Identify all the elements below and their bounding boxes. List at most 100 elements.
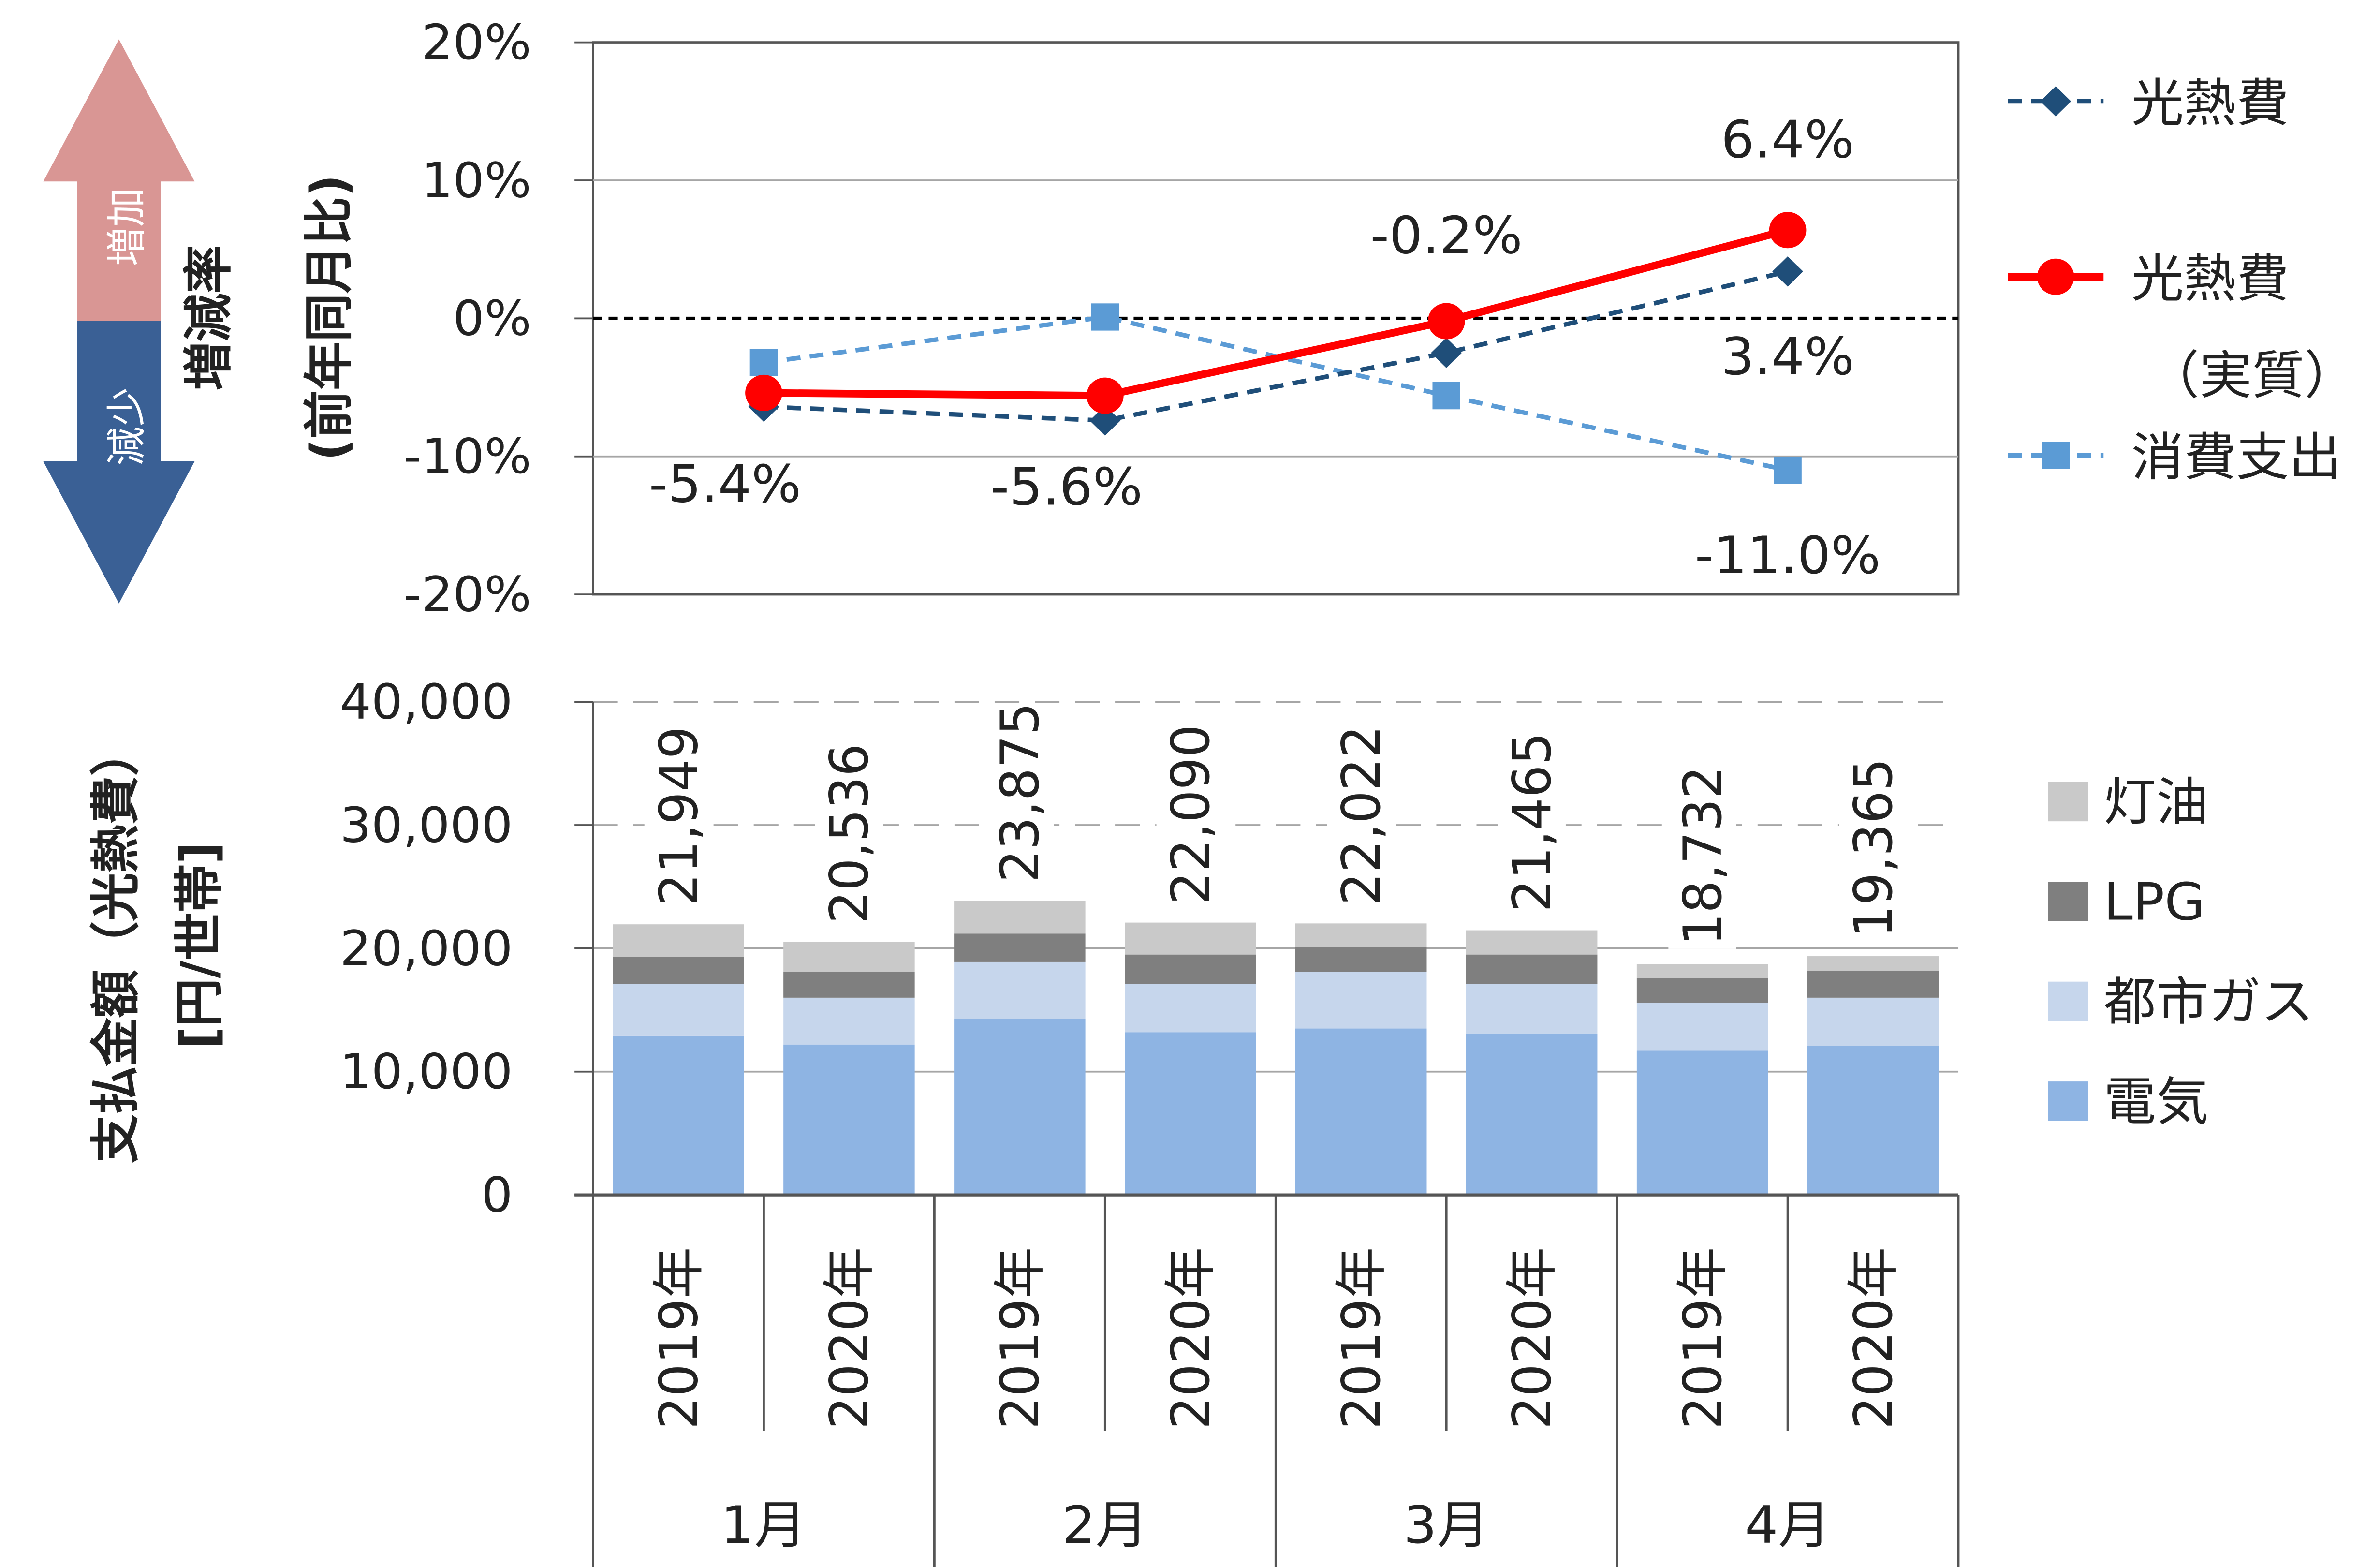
data-label: -11.0%: [1695, 526, 1880, 586]
bar-segment: [1295, 947, 1427, 972]
trend-arrow: 増加 減少: [43, 39, 195, 604]
data-label: 3.4%: [1721, 327, 1854, 387]
bar-segment: [1636, 1050, 1768, 1195]
y-tick-label: -20%: [404, 566, 531, 622]
bar-segment: [1295, 972, 1427, 1029]
bar-segment: [783, 942, 915, 972]
bar-segment: [783, 1044, 915, 1195]
y-tick-label: 10,000: [340, 1043, 513, 1100]
series-line: [764, 226, 1789, 399]
data-point: [1769, 212, 1807, 249]
bar-segment: [783, 972, 915, 998]
bar-segment: [613, 1035, 744, 1195]
data-point: [1091, 303, 1119, 331]
data-point: [745, 374, 782, 411]
total-label-bg: [985, 705, 1054, 886]
total-label: 23,875: [990, 703, 1051, 883]
year-label: 2020年: [1502, 1247, 1563, 1429]
legend-label-consumption: 消費支出: [2131, 428, 2341, 488]
bar-segment: [783, 997, 915, 1045]
total-label: 21,949: [648, 726, 709, 906]
legend-marker-consumption: [2042, 442, 2070, 469]
data-label: -0.2%: [1370, 206, 1523, 266]
bar-segment: [1125, 922, 1256, 955]
data-point: [1089, 405, 1121, 436]
year-label: 2020年: [819, 1247, 880, 1429]
data-label: 6.4%: [1721, 110, 1854, 170]
total-label-bg: [644, 705, 713, 909]
y-tick-label: 30,000: [340, 797, 513, 853]
year-label: 2020年: [1843, 1247, 1904, 1429]
series-line: [764, 269, 1789, 423]
total-label-bg: [815, 705, 883, 927]
top-axis-title-line1: 増減率: [179, 245, 237, 390]
year-label: 2019年: [1673, 1247, 1734, 1429]
bar-segment: [1807, 956, 1939, 971]
bar-segment: [1636, 964, 1768, 978]
total-label: 22,022: [1331, 725, 1392, 905]
arrow-down-shape: [43, 321, 195, 604]
legend-label: 都市ガス: [2103, 972, 2313, 1032]
legend-label: LPG: [2103, 872, 2205, 932]
y-tick-label: 0%: [453, 290, 531, 347]
month-label: 3月: [1403, 1495, 1489, 1555]
arrow-up-label: 増加: [104, 188, 150, 266]
data-point: [1427, 303, 1465, 340]
bar-segment: [954, 901, 1086, 934]
year-label: 2019年: [1331, 1247, 1392, 1429]
bar-segment: [1807, 970, 1939, 998]
y-tick-label: 0: [481, 1167, 513, 1223]
total-label: 20,536: [819, 744, 880, 924]
legend-swatch: [2048, 981, 2088, 1021]
bar-segment: [1295, 923, 1427, 947]
year-label: 2019年: [990, 1247, 1051, 1429]
expenditure-stacked-bar-chart: 40,000 30,000 20,000 10,000 0 21,949 20,536 23…: [340, 674, 1960, 1567]
bar-segment: [954, 961, 1086, 1019]
total-label-bg: [1668, 705, 1736, 949]
legend-label: 電気: [2103, 1072, 2208, 1132]
total-label-bg: [1498, 705, 1566, 916]
bar-segment: [1466, 930, 1598, 955]
data-point: [1431, 338, 1462, 368]
total-label: 18,732: [1673, 766, 1734, 946]
y-tick-label: 40,000: [340, 674, 513, 730]
total-label-bg: [1839, 705, 1907, 941]
bar-segment: [1807, 997, 1939, 1046]
total-label: 21,465: [1502, 732, 1563, 912]
legend-marker-nominal: [2040, 86, 2071, 117]
data-point: [1772, 256, 1804, 287]
y-tick-label: 20,000: [340, 920, 513, 976]
total-label: 22,090: [1161, 724, 1221, 904]
y-tick-label: -10%: [404, 428, 531, 485]
bar-segment: [1295, 1028, 1427, 1195]
bar-segment: [954, 1019, 1086, 1195]
bar-segment: [1466, 954, 1598, 984]
data-label: -5.4%: [649, 455, 801, 515]
data-point: [1774, 457, 1802, 484]
month-label: 1月: [721, 1495, 807, 1555]
legend-label-real: 光熱費: [2131, 249, 2289, 309]
y-tick-label: 20%: [422, 14, 531, 71]
year-label: 2019年: [648, 1247, 709, 1429]
legend-marker-real: [2037, 258, 2074, 295]
legend-swatch: [2048, 782, 2088, 822]
bar-segment: [1636, 1003, 1768, 1051]
bar-segment: [1636, 978, 1768, 1003]
bar-segment: [1125, 1032, 1256, 1195]
bar-segment: [1807, 1046, 1939, 1195]
top-axis-title-line2: (前年同月比): [300, 175, 357, 461]
data-point: [1087, 377, 1124, 414]
y-tick-label: 10%: [422, 152, 531, 208]
bottom-axis-title-line1: 支払金額（光熱費）: [87, 727, 145, 1163]
year-label: 2020年: [1161, 1247, 1221, 1429]
bottom-axis-title-line2: [円/世帯]: [170, 842, 228, 1049]
total-label-bg: [1327, 705, 1396, 909]
legend-label-nominal: 光熱費: [2131, 74, 2289, 133]
bar-segment: [954, 933, 1086, 962]
bar-segment: [613, 984, 744, 1036]
bar-segment: [1466, 1033, 1598, 1195]
total-label-bg: [1156, 705, 1225, 908]
